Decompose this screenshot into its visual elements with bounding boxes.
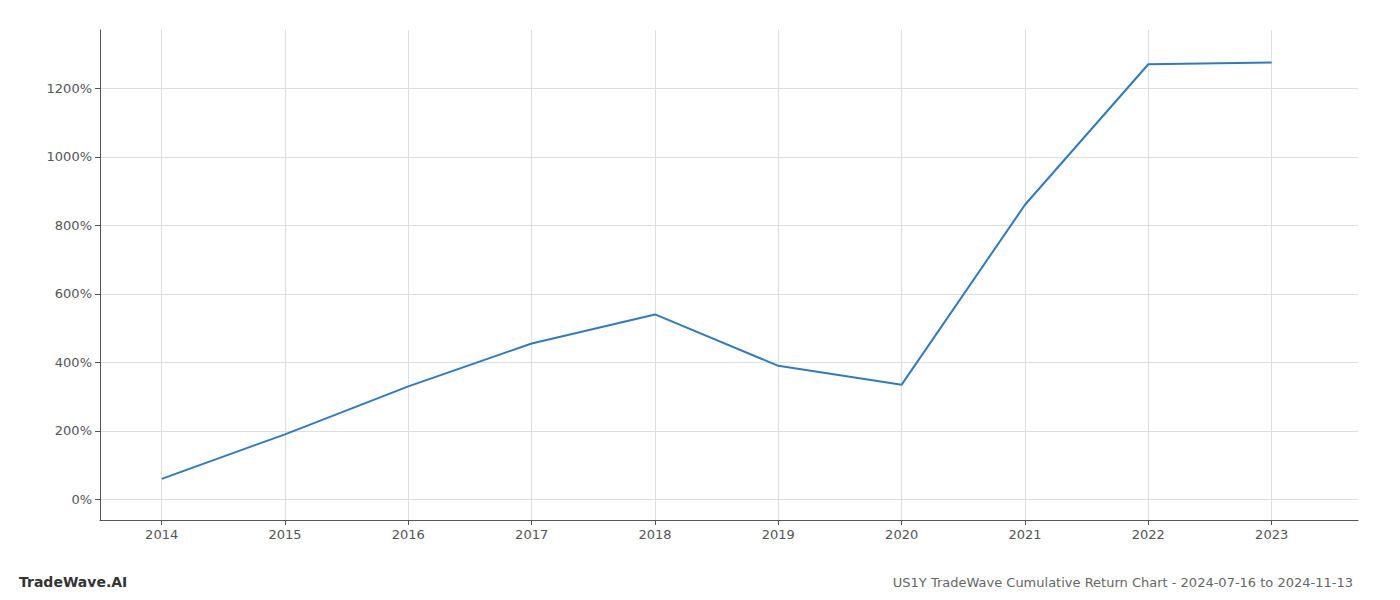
- svg-text:2016: 2016: [392, 527, 425, 542]
- svg-text:2023: 2023: [1255, 527, 1288, 542]
- svg-text:2018: 2018: [638, 527, 671, 542]
- svg-text:400%: 400%: [55, 355, 92, 370]
- svg-text:US1Y TradeWave Cumulative Retu: US1Y TradeWave Cumulative Return Chart -…: [893, 575, 1353, 590]
- svg-text:1000%: 1000%: [47, 149, 92, 164]
- svg-text:200%: 200%: [55, 423, 92, 438]
- svg-text:600%: 600%: [55, 286, 92, 301]
- svg-text:TradeWave.AI: TradeWave.AI: [19, 574, 127, 590]
- svg-text:2020: 2020: [885, 527, 918, 542]
- svg-text:2017: 2017: [515, 527, 548, 542]
- svg-text:0%: 0%: [71, 492, 92, 507]
- svg-text:2021: 2021: [1008, 527, 1041, 542]
- svg-text:2019: 2019: [762, 527, 795, 542]
- svg-text:2014: 2014: [145, 527, 178, 542]
- svg-text:2015: 2015: [268, 527, 301, 542]
- svg-text:800%: 800%: [55, 218, 92, 233]
- svg-text:1200%: 1200%: [47, 81, 92, 96]
- svg-text:2022: 2022: [1132, 527, 1165, 542]
